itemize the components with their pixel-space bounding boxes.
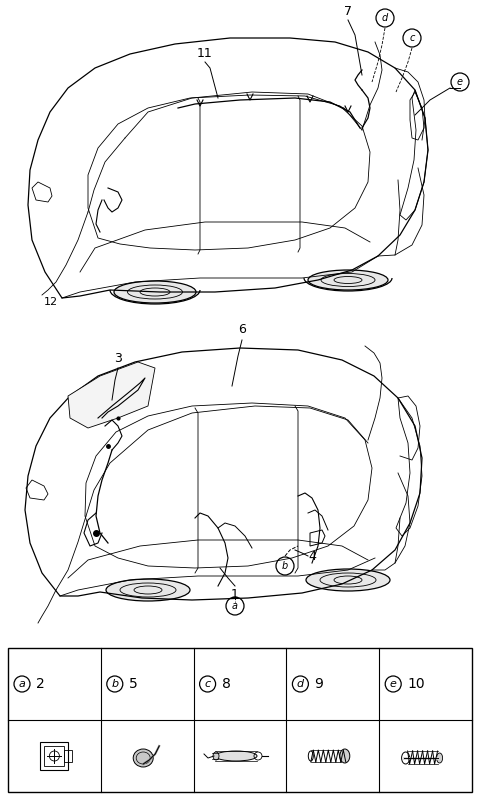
Bar	[64, 750, 72, 762]
Text: b: b	[282, 561, 288, 571]
Bar	[8, 648, 472, 792]
Polygon shape	[68, 362, 155, 428]
Text: d: d	[382, 13, 388, 23]
Text: b: b	[111, 679, 119, 689]
Text: 11: 11	[197, 47, 213, 60]
Text: 12: 12	[44, 297, 58, 307]
Text: d: d	[297, 679, 304, 689]
Bar	[40, 742, 69, 770]
Text: 10: 10	[407, 677, 425, 691]
Text: 4: 4	[308, 550, 316, 563]
Ellipse shape	[215, 751, 257, 761]
Ellipse shape	[114, 281, 196, 303]
Ellipse shape	[306, 569, 390, 591]
Text: e: e	[390, 679, 396, 689]
Text: 8: 8	[222, 677, 230, 691]
Ellipse shape	[340, 749, 350, 763]
Text: a: a	[232, 601, 238, 611]
Text: 9: 9	[314, 677, 323, 691]
Ellipse shape	[133, 749, 153, 767]
Text: e: e	[457, 77, 463, 87]
Text: c: c	[409, 33, 415, 43]
Ellipse shape	[308, 270, 388, 290]
Text: 2: 2	[36, 677, 45, 691]
Text: 3: 3	[114, 352, 122, 365]
Text: 1: 1	[231, 588, 239, 601]
Text: a: a	[19, 679, 25, 689]
Text: 7: 7	[344, 5, 352, 18]
Ellipse shape	[106, 579, 190, 601]
Ellipse shape	[437, 753, 443, 763]
Ellipse shape	[213, 752, 219, 760]
Bar	[44, 746, 64, 766]
Text: 6: 6	[238, 323, 246, 336]
Text: 5: 5	[129, 677, 138, 691]
Text: c: c	[204, 679, 211, 689]
